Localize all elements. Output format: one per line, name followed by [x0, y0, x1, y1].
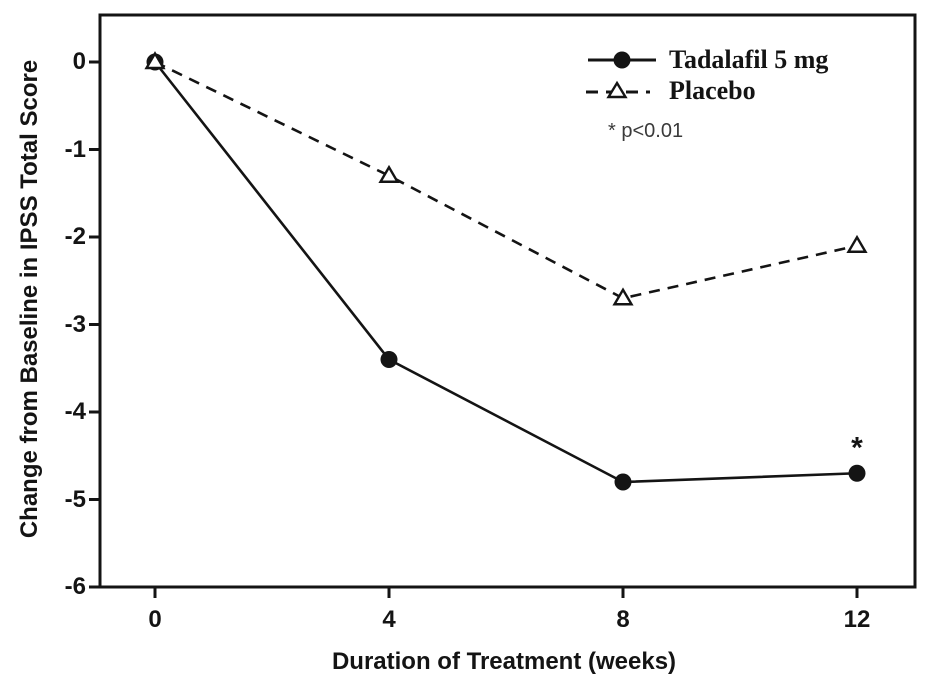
x-axis-title: Duration of Treatment (weeks): [331, 648, 677, 675]
solid-line-filled-circle-icon: [588, 51, 656, 68]
y-tick-label: 0: [72, 48, 86, 75]
y-tick-label: -4: [64, 398, 86, 425]
y-tick-label: -3: [64, 310, 86, 338]
data-point-triangle: [378, 164, 400, 183]
data-point-triangle: [612, 287, 634, 306]
data-point-circle: [614, 473, 632, 491]
y-tick-label: -1: [64, 135, 86, 163]
dashed-line-open-triangle-icon: [586, 80, 650, 98]
data-point-triangle: [846, 234, 868, 253]
legend-item-tadalafil: Tadalafil 5 mg: [584, 44, 828, 75]
significance-asterisk: *: [851, 431, 863, 464]
y-axis-title: Change from Baseline in IPSS Total Score: [16, 59, 43, 539]
x-tick-label: 4: [382, 606, 396, 633]
x-tick-label: 8: [616, 606, 630, 633]
legend-label-placebo: Placebo: [669, 75, 756, 105]
plot-frame: [98, 13, 917, 589]
y-tick-label: -6: [64, 573, 86, 600]
legend-label-tadalafil: Tadalafil 5 mg: [669, 44, 829, 74]
x-tick-label: 12: [843, 606, 871, 633]
data-point-triangle: [144, 51, 166, 70]
x-tick-label: 0: [148, 606, 162, 633]
legend-item-placebo: Placebo: [584, 75, 828, 106]
significance-note: * p<0.01: [608, 120, 684, 142]
data-point-circle: [380, 351, 398, 368]
y-tick-label: -2: [64, 223, 86, 250]
legend: Tadalafil 5 mg Placebo * p<0.01: [584, 44, 828, 143]
data-point-circle: [848, 464, 866, 482]
series-line-0: [153, 61, 858, 484]
y-tick-label: -5: [64, 485, 86, 513]
